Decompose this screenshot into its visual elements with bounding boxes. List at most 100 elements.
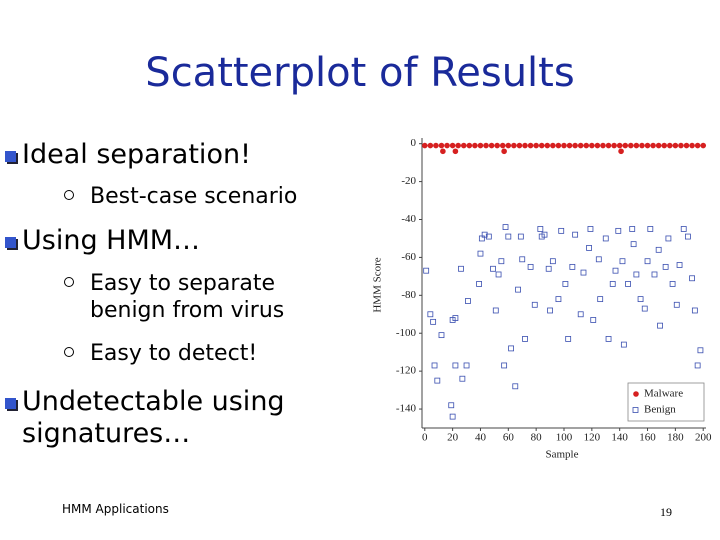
benign-point [512, 383, 519, 390]
benign-point [517, 233, 524, 240]
malware-point [421, 142, 428, 149]
benign-point [431, 362, 438, 369]
malware-point [472, 142, 478, 149]
sub-bullet-icon [64, 277, 74, 287]
malware-point [466, 142, 473, 149]
benign-point [590, 317, 597, 323]
benign-point [633, 271, 640, 278]
sub-bullet-icon [64, 190, 74, 200]
benign-point [452, 362, 459, 369]
bullet-icon [5, 151, 16, 162]
malware-point [661, 142, 668, 149]
benign-point [569, 263, 576, 270]
benign-point [619, 258, 626, 265]
malware-point [538, 142, 545, 149]
benign-point [558, 227, 565, 234]
benign-point [689, 275, 695, 282]
benign-point [438, 332, 445, 339]
benign-point [597, 296, 604, 303]
benign-point [501, 362, 508, 369]
legend-marker [633, 391, 639, 397]
benign-point [697, 347, 704, 354]
benign-point [676, 262, 683, 268]
benign-point [655, 246, 662, 253]
x-tick-label: 100 [556, 432, 573, 444]
malware-point [433, 142, 439, 149]
benign-point [685, 233, 691, 240]
benign-point [527, 263, 534, 270]
bullet: Undetectable using signatures… [22, 386, 285, 449]
malware-point [655, 142, 662, 149]
benign-point [629, 226, 636, 232]
y-tick-label: -40 [401, 213, 416, 225]
benign-point [615, 227, 622, 234]
footer: HMM Applications [62, 502, 169, 516]
benign-point [463, 362, 470, 369]
x-tick-label: 120 [584, 432, 601, 444]
benign-point [465, 298, 471, 304]
bullet: Using HMM… [22, 225, 201, 256]
benign-point [680, 226, 687, 232]
malware-point [455, 142, 461, 149]
malware-point [555, 142, 562, 149]
malware-point [449, 142, 456, 149]
benign-point [485, 233, 492, 240]
benign-point [630, 241, 637, 248]
page-number: 19 [660, 505, 672, 519]
x-tick-label: 140 [611, 432, 628, 444]
benign-point [519, 256, 526, 263]
malware-point [561, 142, 567, 149]
malware-point [499, 142, 506, 149]
legend-label: Malware [644, 388, 683, 400]
malware-point [501, 148, 507, 155]
benign-point [637, 296, 644, 303]
y-tick-label: -80 [401, 289, 416, 301]
benign-point [662, 263, 669, 270]
sub-bullet: Best-case scenario [90, 184, 298, 209]
malware-point [667, 142, 673, 149]
benign-point [565, 336, 572, 342]
benign-point [427, 311, 434, 318]
malware-point [583, 142, 590, 149]
malware-point [639, 142, 645, 149]
malware-point [594, 142, 601, 149]
malware-point [444, 142, 450, 149]
y-tick-label: -20 [401, 175, 416, 187]
benign-point [651, 271, 658, 278]
sub-bullet-icon [64, 347, 74, 357]
benign-point [477, 250, 484, 257]
y-tick-label: -140 [396, 403, 417, 415]
benign-point [641, 305, 648, 312]
malware-point [494, 142, 500, 149]
malware-point [589, 142, 595, 149]
malware-point [566, 142, 573, 149]
benign-point [586, 245, 592, 251]
benign-point [547, 307, 553, 314]
x-axis-label: Sample [546, 449, 579, 461]
sub-bullet: Easy to detect! [90, 341, 258, 366]
x-tick-label: 0 [422, 432, 428, 444]
benign-point [423, 267, 430, 274]
y-axis-label: HMM Score [372, 257, 384, 312]
benign-point [459, 375, 466, 382]
malware-point [616, 142, 623, 149]
benign-point [502, 224, 509, 230]
malware-point [544, 142, 551, 149]
malware-point [440, 148, 446, 155]
malware-point [633, 142, 640, 149]
malware-point [689, 142, 695, 149]
benign-point [537, 226, 544, 232]
malware-point [527, 142, 534, 149]
benign-point [541, 231, 548, 238]
benign-point [545, 265, 552, 272]
benign-point [595, 256, 602, 263]
bullet-icon [5, 237, 16, 248]
y-tick-label: -100 [396, 327, 417, 339]
benign-point [449, 413, 456, 420]
y-tick-label: -60 [401, 251, 416, 263]
slide-title: Scatterplot of Results [145, 50, 575, 96]
legend-label: Benign [644, 404, 676, 416]
malware-point [522, 142, 528, 149]
malware-point [618, 148, 624, 155]
